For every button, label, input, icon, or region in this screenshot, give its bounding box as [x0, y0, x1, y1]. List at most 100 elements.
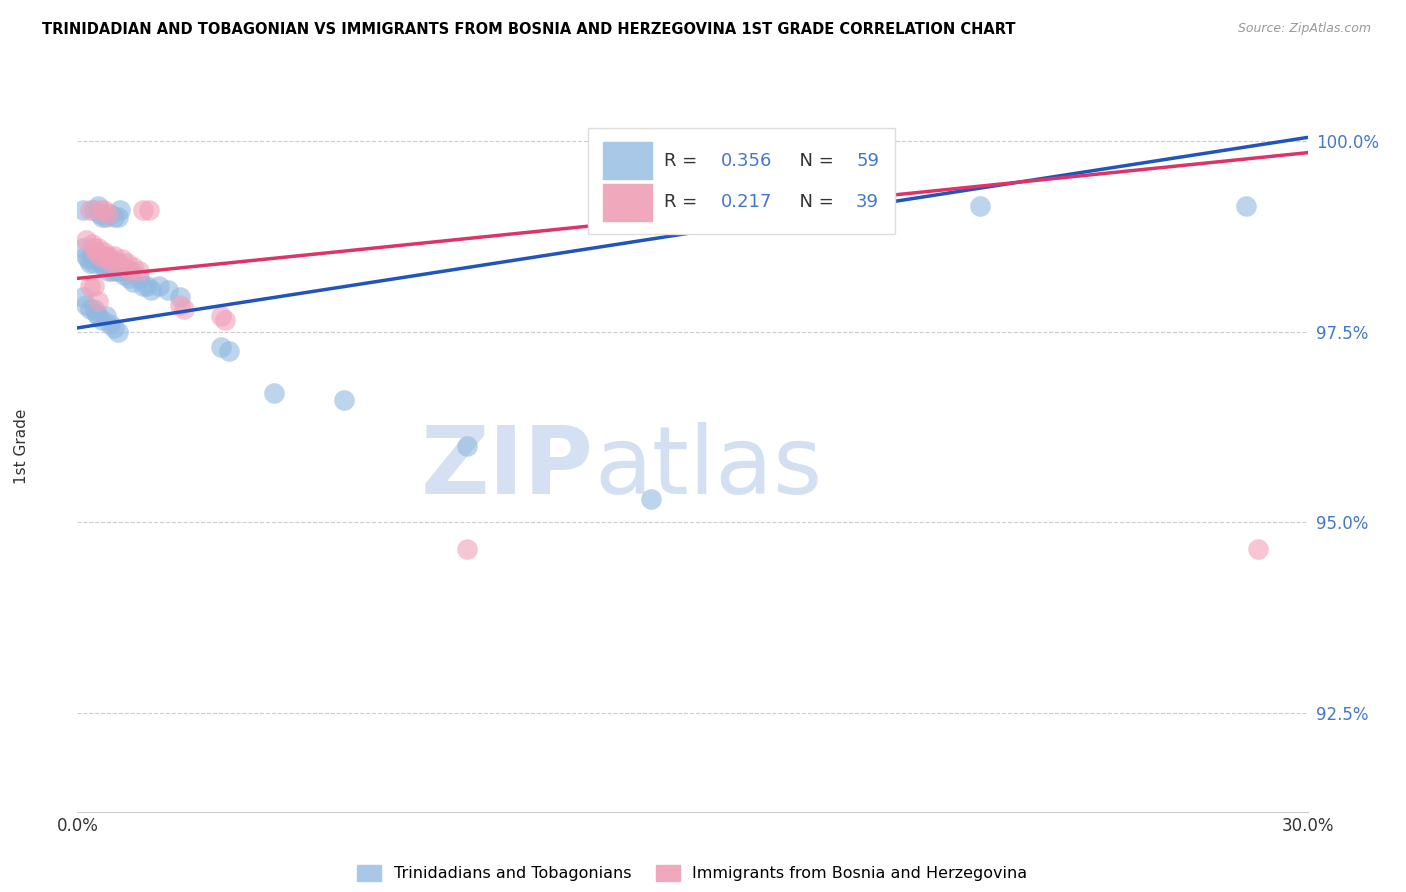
- Legend: Trinidadians and Tobagonians, Immigrants from Bosnia and Herzegovina: Trinidadians and Tobagonians, Immigrants…: [352, 858, 1033, 888]
- Point: [107, 211, 129, 225]
- Point: [87, 248, 110, 262]
- Point: [87, 199, 110, 213]
- Point: [94, 310, 117, 324]
- Point: [110, 202, 132, 217]
- Point: [72, 202, 94, 217]
- Point: [121, 275, 143, 289]
- Point: [107, 256, 129, 270]
- FancyBboxPatch shape: [603, 184, 652, 220]
- Point: [87, 310, 110, 324]
- Point: [89, 256, 111, 270]
- Point: [101, 256, 124, 270]
- Text: 39: 39: [856, 194, 879, 211]
- Point: [120, 264, 142, 278]
- Text: TRINIDADIAN AND TOBAGONIAN VS IMMIGRANTS FROM BOSNIA AND HERZEGOVINA 1ST GRADE C: TRINIDADIAN AND TOBAGONIAN VS IMMIGRANTS…: [42, 22, 1015, 37]
- Text: atlas: atlas: [595, 422, 823, 514]
- Point: [117, 271, 139, 285]
- Point: [132, 279, 155, 293]
- Point: [107, 325, 129, 339]
- Point: [79, 256, 101, 270]
- Point: [94, 252, 117, 267]
- Point: [111, 252, 134, 267]
- Point: [136, 279, 159, 293]
- Point: [83, 241, 105, 255]
- Point: [75, 298, 97, 312]
- Point: [169, 298, 191, 312]
- Point: [156, 283, 179, 297]
- Text: 1st Grade: 1st Grade: [14, 409, 30, 483]
- Point: [128, 264, 150, 278]
- Point: [128, 271, 150, 285]
- Point: [115, 264, 138, 278]
- Point: [94, 211, 117, 225]
- Point: [1234, 199, 1257, 213]
- Point: [333, 393, 356, 408]
- Point: [84, 306, 107, 320]
- Text: R =: R =: [664, 152, 703, 169]
- Point: [93, 202, 115, 217]
- Text: 59: 59: [856, 152, 879, 169]
- Point: [93, 260, 115, 274]
- Point: [640, 492, 662, 507]
- Point: [89, 202, 111, 217]
- Point: [209, 310, 232, 324]
- Point: [79, 279, 101, 293]
- Point: [79, 202, 101, 217]
- Point: [103, 321, 125, 335]
- Point: [80, 237, 103, 252]
- Point: [79, 301, 101, 316]
- Point: [98, 256, 121, 270]
- Point: [90, 313, 114, 327]
- Point: [173, 301, 195, 316]
- Point: [169, 290, 191, 304]
- Point: [89, 206, 111, 220]
- Point: [218, 343, 240, 358]
- Point: [89, 248, 111, 262]
- Point: [90, 256, 114, 270]
- Point: [107, 256, 129, 270]
- Point: [75, 248, 97, 262]
- Text: N =: N =: [789, 152, 839, 169]
- Point: [97, 248, 120, 262]
- Point: [141, 283, 163, 297]
- FancyBboxPatch shape: [603, 143, 652, 179]
- Text: N =: N =: [789, 194, 839, 211]
- Point: [111, 260, 134, 274]
- Point: [94, 248, 117, 262]
- Point: [1247, 541, 1270, 556]
- Point: [103, 260, 125, 274]
- Point: [98, 206, 121, 220]
- Point: [148, 279, 170, 293]
- Point: [98, 252, 121, 267]
- FancyBboxPatch shape: [588, 128, 896, 234]
- Point: [110, 264, 132, 278]
- Point: [103, 211, 125, 225]
- Point: [114, 268, 136, 282]
- Point: [138, 202, 160, 217]
- Point: [263, 385, 285, 400]
- Point: [83, 301, 105, 316]
- Point: [80, 248, 103, 262]
- Point: [117, 264, 139, 278]
- Text: ZIP: ZIP: [422, 422, 595, 514]
- Point: [456, 439, 478, 453]
- Point: [90, 211, 114, 225]
- Point: [209, 340, 232, 354]
- Point: [83, 256, 105, 270]
- Point: [72, 241, 94, 255]
- Point: [115, 256, 138, 270]
- Text: 0.356: 0.356: [721, 152, 772, 169]
- Point: [83, 202, 105, 217]
- Text: 0.217: 0.217: [721, 194, 772, 211]
- Point: [121, 260, 143, 274]
- Text: Source: ZipAtlas.com: Source: ZipAtlas.com: [1237, 22, 1371, 36]
- Point: [101, 264, 124, 278]
- Point: [456, 541, 478, 556]
- Point: [75, 233, 97, 247]
- Point: [87, 294, 110, 309]
- Point: [97, 206, 120, 220]
- Point: [103, 248, 125, 262]
- Point: [969, 199, 991, 213]
- Point: [97, 264, 120, 278]
- Point: [105, 264, 128, 278]
